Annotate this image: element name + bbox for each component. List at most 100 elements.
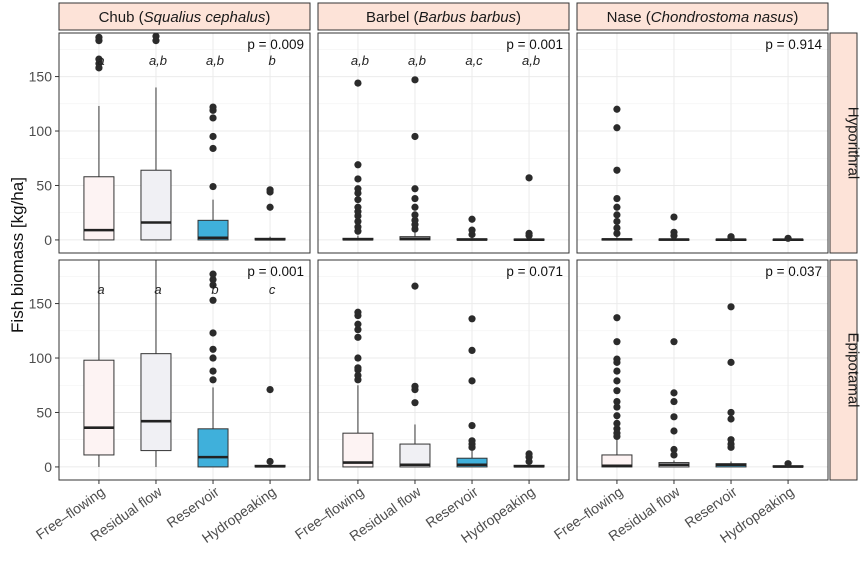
outlier-point [727, 408, 735, 417]
panel-r1-c1: p = 0.071 [317, 259, 570, 481]
outlier-point [354, 161, 362, 169]
p-value-label: p = 0.001 [506, 37, 563, 52]
outlier-point [670, 228, 678, 236]
strip-epipotamal: Epipotamal [829, 259, 862, 481]
outlier-point [209, 329, 217, 337]
strip-label: Nase (Chondrostoma nasus) [607, 9, 799, 26]
p-value-label: p = 0.037 [765, 264, 822, 279]
outlier-point [670, 445, 678, 454]
box-residual-flow [658, 338, 690, 468]
significance-letter: b [268, 53, 275, 68]
outlier-point [411, 382, 419, 390]
box-iqr [456, 457, 488, 468]
panel-border [317, 259, 570, 481]
outlier-point [411, 194, 419, 203]
panel-r1-c2: p = 0.037 [576, 259, 829, 481]
outlier-point [613, 314, 621, 322]
outlier-point [266, 203, 274, 211]
significance-letter: a [97, 53, 104, 68]
outlier-point [209, 296, 217, 304]
box-residual-flow [399, 282, 431, 468]
box-hydropeaking [513, 174, 545, 242]
outlier-point [525, 450, 533, 458]
species-common-name: Chub ( [99, 9, 144, 26]
species-paren-close: ) [793, 9, 798, 26]
strip-barbel: Barbel (Barbus barbus) [317, 2, 570, 31]
panel-r0-c2: p = 0.914 [576, 32, 829, 254]
box-residual-flow [140, 33, 172, 241]
outlier-point [468, 421, 476, 430]
box-residual-flow [399, 76, 431, 241]
outlier-point [354, 371, 362, 380]
box-free-flowing [601, 314, 633, 468]
box-reservoir [456, 215, 488, 241]
outlier-point [209, 103, 217, 111]
outlier-point [209, 376, 217, 384]
box-hydropeaking [772, 460, 804, 468]
outlier-point [266, 386, 274, 394]
panel-r0-c1: a,b a,b a,c a,bp = 0.001 [317, 32, 570, 254]
species-common-name: Nase ( [607, 9, 651, 26]
outlier-point [613, 419, 621, 427]
outlier-point [727, 415, 735, 423]
outlier-point [727, 233, 735, 241]
significance-letter: b [211, 282, 218, 297]
outlier-point [354, 203, 362, 211]
panel-border [58, 32, 311, 254]
outlier-point [354, 308, 362, 316]
box-free-flowing [83, 260, 115, 467]
outlier-point [209, 114, 217, 122]
outlier-point [266, 457, 274, 466]
outlier-point [613, 338, 621, 346]
box-iqr [140, 169, 172, 241]
outlier-point [727, 358, 735, 366]
y-tick-label: 100 [29, 350, 53, 366]
outlier-point [670, 338, 678, 346]
species-latin-name: Chondrostoma nasus [651, 9, 794, 26]
row-strip-label: Hyporithral [845, 107, 862, 180]
box-reservoir [197, 103, 229, 241]
outlier-point [411, 132, 419, 141]
outlier-point [613, 387, 621, 395]
outlier-point [354, 175, 362, 183]
outlier-point [354, 185, 362, 193]
strip-background [829, 32, 858, 254]
significance-letter: a,b [351, 53, 369, 68]
box-iqr [197, 219, 229, 241]
box-iqr [83, 359, 115, 456]
panel-boxes [342, 76, 545, 242]
species-paren-close: ) [516, 9, 521, 26]
significance-letter: a,b [408, 53, 426, 68]
y-tick-label: 150 [29, 296, 53, 312]
box-free-flowing [83, 33, 115, 241]
box-hydropeaking [254, 186, 286, 241]
outlier-point [613, 194, 621, 203]
species-paren-close: ) [265, 9, 270, 26]
outlier-point [468, 315, 476, 323]
panel-border [576, 32, 829, 254]
outlier-point [613, 403, 621, 411]
outlier-point [411, 185, 419, 193]
significance-letter: a,b [522, 53, 540, 68]
y-tick-label: 150 [29, 69, 53, 85]
box-free-flowing [601, 105, 633, 241]
strip-label: Chub (Squalius cephalus) [99, 9, 271, 26]
outlier-point [613, 203, 621, 211]
box-free-flowing [342, 79, 374, 241]
outlier-point [411, 76, 419, 84]
outlier-point [613, 355, 621, 363]
outlier-point [613, 367, 621, 375]
panel-border [317, 32, 570, 254]
strip-chub: Chub (Squalius cephalus) [58, 2, 311, 31]
y-tick-label: 50 [36, 404, 52, 420]
outlier-point [152, 33, 160, 40]
outlier-point [784, 234, 792, 242]
outlier-point [411, 203, 419, 211]
panel-border [58, 259, 311, 481]
p-value-label: p = 0.009 [247, 37, 304, 52]
outlier-point [613, 166, 621, 174]
outlier-point [670, 389, 678, 397]
strip-background [317, 2, 570, 31]
significance-letter: c [269, 282, 276, 297]
